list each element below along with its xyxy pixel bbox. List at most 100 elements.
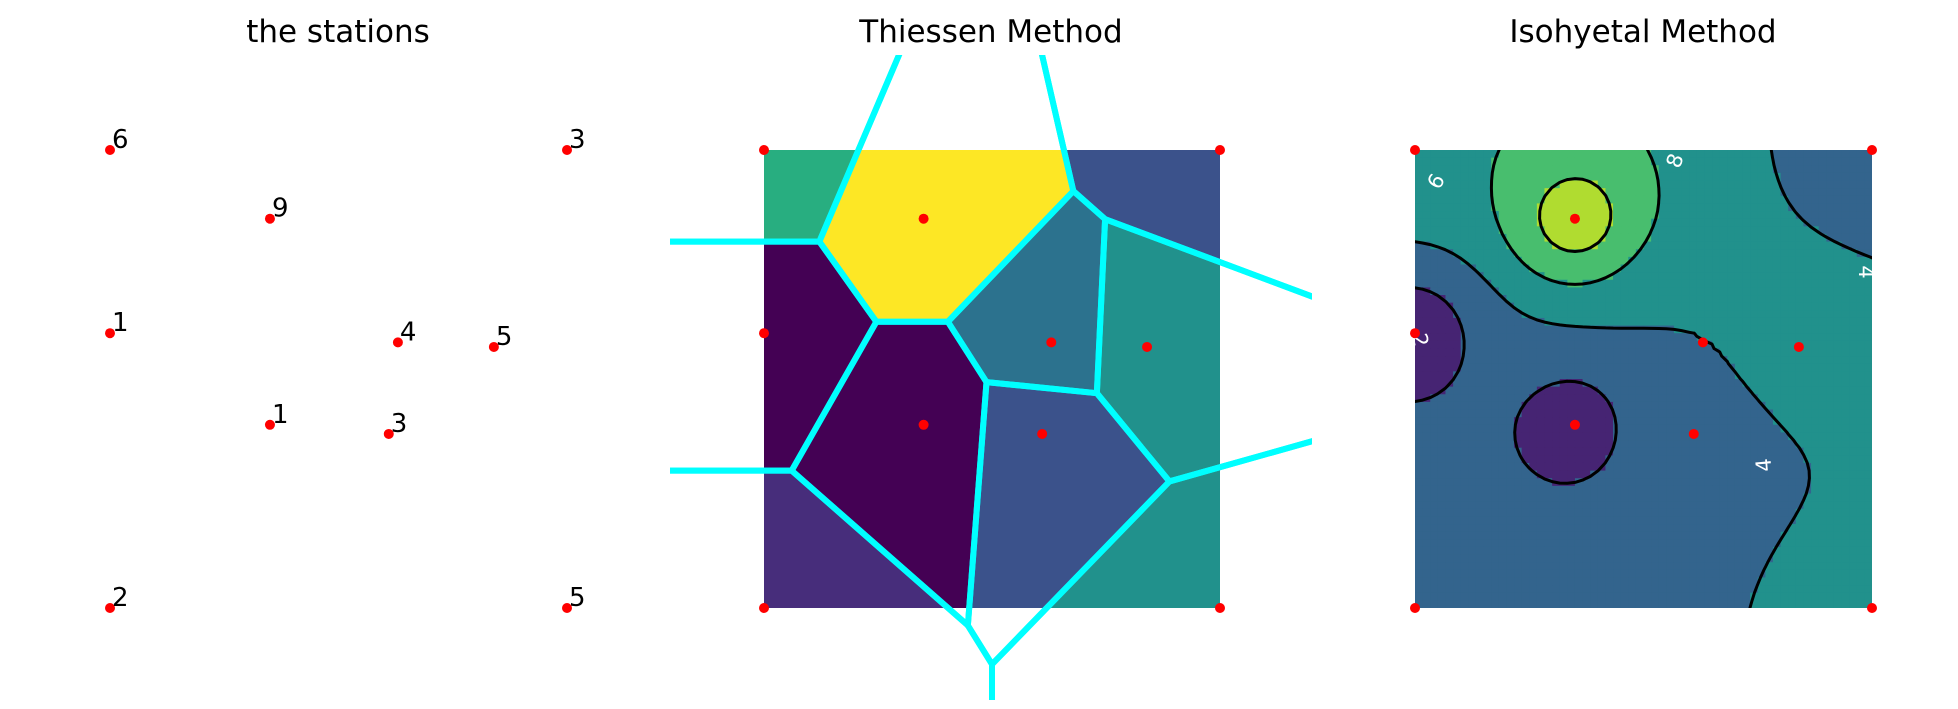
isohyetal-cell bbox=[1658, 295, 1667, 304]
isohyetal-cell bbox=[1445, 264, 1454, 273]
isohyetal-cell bbox=[1780, 585, 1789, 594]
isohyetal-cell bbox=[1475, 348, 1485, 357]
isohyetal-cell bbox=[1651, 203, 1660, 212]
isohyetal-cell bbox=[1613, 409, 1622, 418]
isohyetal-cell bbox=[1628, 516, 1637, 525]
isohyetal-cell bbox=[1795, 302, 1805, 311]
isohyetal-cell bbox=[1574, 188, 1584, 197]
isohyetal-cell bbox=[1651, 585, 1660, 594]
isohyetal-cell bbox=[1704, 180, 1713, 189]
isohyetal-cell bbox=[1567, 157, 1576, 166]
isohyetal-cell bbox=[1795, 562, 1805, 571]
isohyetal-cell bbox=[1445, 554, 1454, 563]
isohyetal-cell bbox=[1864, 188, 1872, 197]
isohyetal-cell bbox=[1514, 188, 1523, 197]
isohyetal-cell bbox=[1765, 432, 1774, 441]
isohyetal-cell bbox=[1529, 569, 1538, 579]
isohyetal-cell bbox=[1772, 317, 1782, 327]
isohyetal-cell bbox=[1864, 462, 1872, 472]
isohyetal-cell bbox=[1681, 340, 1690, 350]
isohyetal-cell bbox=[1514, 600, 1523, 608]
isohyetal-cell bbox=[1689, 218, 1698, 227]
isohyetal-cell bbox=[1795, 493, 1805, 502]
isohyetal-cell bbox=[1803, 233, 1812, 243]
isohyetal-cell bbox=[1712, 554, 1721, 563]
isohyetal-cell bbox=[1841, 455, 1850, 464]
isohyetal-cell bbox=[1514, 417, 1523, 426]
isohyetal-cell bbox=[1803, 302, 1812, 311]
isohyetal-cell bbox=[1780, 508, 1789, 517]
isohyetal-cell bbox=[1567, 524, 1576, 533]
isohyetal-cell bbox=[1666, 195, 1675, 205]
isohyetal-cell bbox=[1582, 455, 1591, 464]
isohyetal-cell bbox=[1536, 172, 1546, 182]
isohyetal-cell bbox=[1422, 508, 1431, 517]
isohyetal-cell bbox=[1765, 493, 1774, 502]
thiessen-station-point bbox=[1037, 428, 1048, 439]
isohyetal-cell bbox=[1498, 264, 1507, 273]
isohyetal-cell bbox=[1864, 485, 1872, 495]
isohyetal-cell bbox=[1658, 172, 1667, 182]
isohyetal-cell bbox=[1841, 493, 1850, 502]
isohyetal-cell bbox=[1750, 569, 1759, 579]
isohyetal-cell bbox=[1506, 508, 1515, 517]
isohyetal-cell bbox=[1628, 295, 1637, 304]
isohyetal-cell bbox=[1826, 485, 1835, 495]
isohyetal-cell bbox=[1719, 325, 1728, 334]
isohyetal-cell bbox=[1498, 287, 1507, 296]
isohyetal-cell bbox=[1437, 287, 1447, 296]
isohyetal-cell bbox=[1689, 302, 1698, 311]
isohyetal-cell bbox=[1635, 272, 1645, 281]
isohyetal-cell bbox=[1658, 508, 1667, 517]
isohyetal-cell bbox=[1430, 493, 1439, 502]
isohyetal-cell bbox=[1437, 302, 1447, 311]
isohyetal-cell bbox=[1597, 241, 1607, 250]
isohyetal-cell bbox=[1727, 531, 1736, 540]
isohyetal-cell bbox=[1818, 295, 1827, 304]
isohyetal-cell bbox=[1856, 417, 1865, 426]
isohyetal-cell bbox=[1491, 592, 1500, 601]
isohyetal-cell bbox=[1856, 172, 1865, 182]
isohyetal-cell bbox=[1582, 447, 1591, 456]
isohyetal-cell bbox=[1506, 150, 1515, 159]
isohyetal-cell bbox=[1582, 272, 1591, 281]
isohyetal-cell bbox=[1666, 241, 1675, 250]
isohyetal-cell bbox=[1613, 150, 1622, 159]
isohyetal-cell bbox=[1445, 432, 1454, 441]
isohyetal-cell bbox=[1826, 333, 1835, 342]
isohyetal-cell bbox=[1544, 554, 1553, 563]
isohyetal-cell bbox=[1666, 401, 1675, 411]
isohyetal-cell bbox=[1696, 264, 1706, 273]
isohyetal-cell bbox=[1734, 295, 1744, 304]
isohyetal-cell bbox=[1567, 317, 1576, 327]
isohyetal-cell bbox=[1521, 539, 1530, 548]
isohyetal-cell bbox=[1613, 165, 1622, 174]
isohyetal-cell bbox=[1651, 493, 1660, 502]
isohyetal-cell bbox=[1788, 394, 1797, 403]
isohyetal-cell bbox=[1521, 394, 1530, 403]
isohyetal-cell bbox=[1734, 455, 1744, 464]
isohyetal-cell bbox=[1574, 546, 1584, 556]
isohyetal-cell bbox=[1689, 577, 1698, 586]
isohyetal-cell bbox=[1475, 340, 1485, 350]
isohyetal-cell bbox=[1750, 287, 1759, 296]
isohyetal-cell bbox=[1856, 562, 1865, 571]
isohyetal-cell bbox=[1818, 195, 1827, 205]
isohyetal-cell bbox=[1529, 188, 1538, 197]
isohyetal-cell bbox=[1742, 295, 1751, 304]
isohyetal-cell bbox=[1536, 233, 1546, 243]
isohyetal-cell bbox=[1818, 424, 1827, 434]
isohyetal-cell bbox=[1613, 600, 1622, 608]
isohyetal-cell bbox=[1453, 333, 1462, 342]
isohyetal-cell bbox=[1468, 432, 1477, 441]
isohyetal-cell bbox=[1780, 310, 1789, 319]
isohyetal-cell bbox=[1529, 310, 1538, 319]
isohyetal-cell bbox=[1864, 272, 1872, 281]
isohyetal-cell bbox=[1620, 363, 1629, 372]
isohyetal-cell bbox=[1445, 371, 1454, 380]
isohyetal-cell bbox=[1765, 165, 1774, 174]
station-value-label: 6 bbox=[112, 125, 129, 155]
isohyetal-cell bbox=[1742, 180, 1751, 189]
